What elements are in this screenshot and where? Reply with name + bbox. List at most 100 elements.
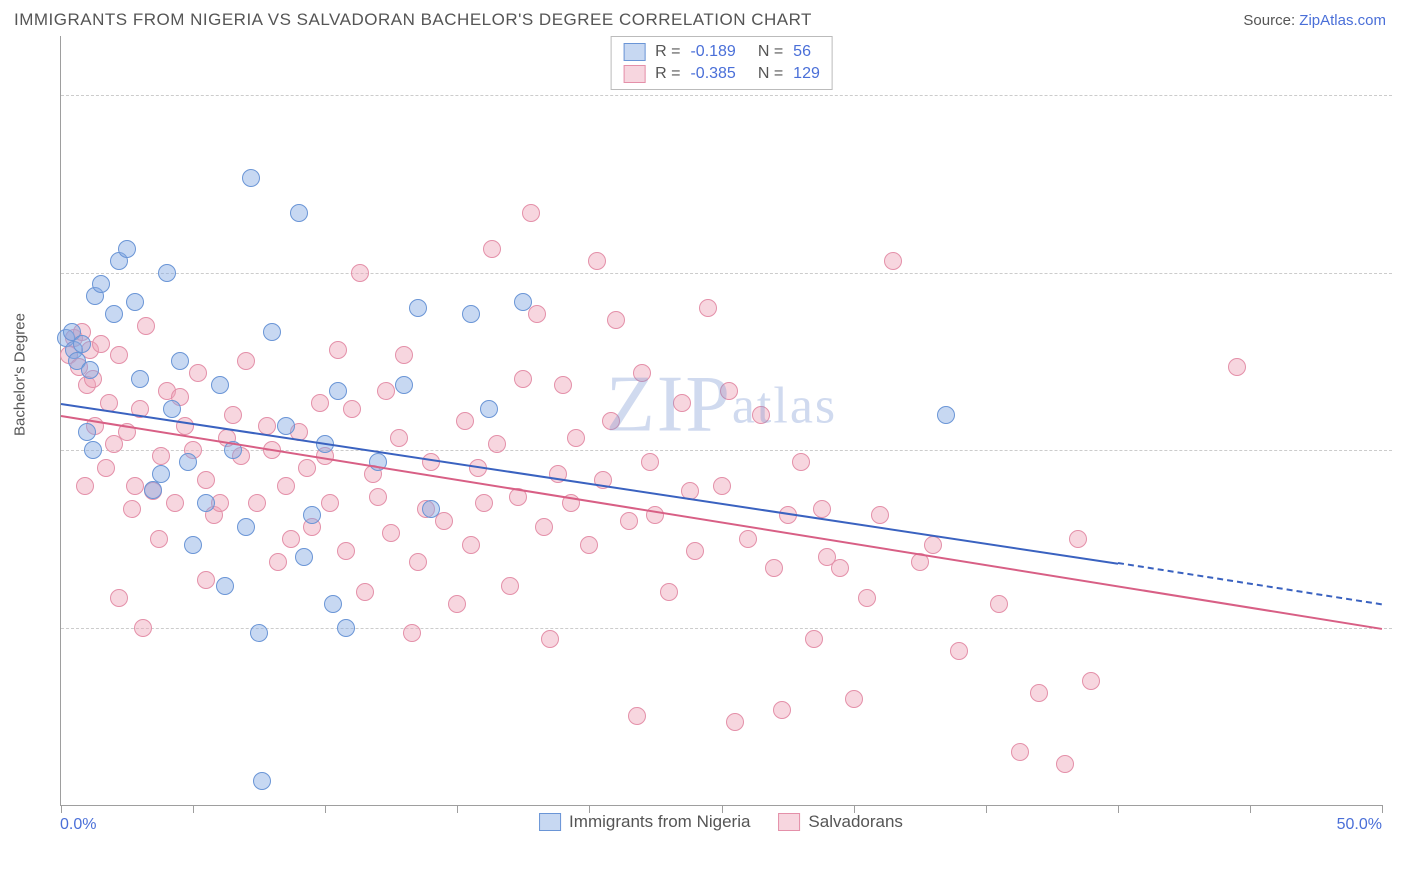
data-point-salvadoran: [673, 394, 691, 412]
data-point-salvadoran: [1056, 755, 1074, 773]
legend-swatch: [539, 813, 561, 831]
data-point-nigeria: [197, 494, 215, 512]
x-tick: [1382, 805, 1383, 813]
data-point-nigeria: [105, 305, 123, 323]
data-point-salvadoran: [197, 571, 215, 589]
data-point-salvadoran: [858, 589, 876, 607]
data-point-salvadoran: [126, 477, 144, 495]
legend-stats-box: R = -0.189 N = 56 R =-0.385N =129: [610, 36, 833, 90]
legend-stat-row: R = -0.189 N = 56: [623, 41, 820, 63]
data-point-salvadoran: [792, 453, 810, 471]
data-point-nigeria: [211, 376, 229, 394]
data-point-salvadoran: [329, 341, 347, 359]
n-value: 129: [793, 65, 820, 83]
data-point-salvadoran: [134, 619, 152, 637]
legend-item: Salvadorans: [778, 812, 903, 832]
data-point-salvadoran: [395, 346, 413, 364]
data-point-salvadoran: [488, 435, 506, 453]
source-label: Source: ZipAtlas.com: [1243, 12, 1386, 29]
data-point-salvadoran: [277, 477, 295, 495]
data-point-salvadoran: [377, 382, 395, 400]
data-point-salvadoran: [620, 512, 638, 530]
data-point-salvadoran: [773, 701, 791, 719]
source-link[interactable]: ZipAtlas.com: [1299, 12, 1386, 29]
data-point-salvadoran: [343, 400, 361, 418]
data-point-salvadoran: [356, 583, 374, 601]
data-point-nigeria: [263, 323, 281, 341]
data-point-salvadoran: [224, 406, 242, 424]
data-point-salvadoran: [641, 453, 659, 471]
data-point-salvadoran: [924, 536, 942, 554]
data-point-salvadoran: [197, 471, 215, 489]
series-legend: Immigrants from Nigeria Salvadorans: [539, 812, 903, 832]
r-value: -0.189: [690, 43, 735, 61]
data-point-salvadoran: [311, 394, 329, 412]
data-point-nigeria: [237, 518, 255, 536]
data-point-salvadoran: [462, 536, 480, 554]
data-point-salvadoran: [699, 299, 717, 317]
data-point-nigeria: [253, 772, 271, 790]
chart-container: Bachelor's Degree ZIPatlas R =-0.189N =5…: [14, 36, 1392, 836]
data-point-nigeria: [242, 169, 260, 187]
data-point-salvadoran: [633, 364, 651, 382]
data-point-nigeria: [144, 481, 162, 499]
data-point-salvadoran: [475, 494, 493, 512]
legend-item: Immigrants from Nigeria: [539, 812, 750, 832]
r-label: R =: [655, 43, 680, 61]
legend-label: Immigrants from Nigeria: [569, 812, 750, 832]
data-point-salvadoran: [739, 530, 757, 548]
n-label: N =: [758, 43, 783, 61]
data-point-nigeria: [250, 624, 268, 642]
r-value: -0.385: [690, 65, 735, 83]
data-point-salvadoran: [813, 500, 831, 518]
data-point-nigeria: [73, 335, 91, 353]
data-point-nigeria: [290, 204, 308, 222]
chart-header: IMMIGRANTS FROM NIGERIA VS SALVADORAN BA…: [0, 0, 1406, 36]
data-point-salvadoran: [990, 595, 1008, 613]
chart-title: IMMIGRANTS FROM NIGERIA VS SALVADORAN BA…: [14, 10, 812, 30]
data-point-nigeria: [937, 406, 955, 424]
n-value: 56: [793, 43, 811, 61]
data-point-salvadoran: [166, 494, 184, 512]
data-point-salvadoran: [522, 204, 540, 222]
data-point-salvadoran: [269, 553, 287, 571]
legend-stat-row: R =-0.385N =129: [623, 63, 820, 85]
data-point-salvadoran: [97, 459, 115, 477]
data-point-salvadoran: [1228, 358, 1246, 376]
data-point-nigeria: [92, 275, 110, 293]
data-point-salvadoran: [1030, 684, 1048, 702]
data-point-salvadoran: [123, 500, 141, 518]
data-point-salvadoran: [752, 406, 770, 424]
data-point-nigeria: [480, 400, 498, 418]
data-point-salvadoran: [298, 459, 316, 477]
data-point-nigeria: [462, 305, 480, 323]
legend-swatch: [778, 813, 800, 831]
data-point-salvadoran: [501, 577, 519, 595]
data-point-nigeria: [84, 441, 102, 459]
data-point-salvadoran: [110, 589, 128, 607]
data-point-salvadoran: [110, 346, 128, 364]
data-point-salvadoran: [382, 524, 400, 542]
data-point-salvadoran: [535, 518, 553, 536]
data-point-salvadoran: [567, 429, 585, 447]
legend-swatch: [623, 65, 645, 83]
data-point-nigeria: [152, 465, 170, 483]
data-point-nigeria: [514, 293, 532, 311]
data-point-salvadoran: [150, 530, 168, 548]
data-point-salvadoran: [514, 370, 532, 388]
data-point-salvadoran: [720, 382, 738, 400]
data-point-nigeria: [409, 299, 427, 317]
data-point-salvadoran: [369, 488, 387, 506]
data-point-nigeria: [163, 400, 181, 418]
data-point-salvadoran: [152, 447, 170, 465]
data-point-salvadoran: [409, 553, 427, 571]
data-point-nigeria: [324, 595, 342, 613]
data-point-salvadoran: [628, 707, 646, 725]
x-axis-max-label: 50.0%: [1337, 816, 1382, 834]
trend-line: [61, 415, 1382, 630]
data-point-salvadoran: [660, 583, 678, 601]
data-point-nigeria: [78, 423, 96, 441]
legend-swatch: [623, 43, 645, 61]
data-point-nigeria: [126, 293, 144, 311]
legend-label: Salvadorans: [808, 812, 903, 832]
